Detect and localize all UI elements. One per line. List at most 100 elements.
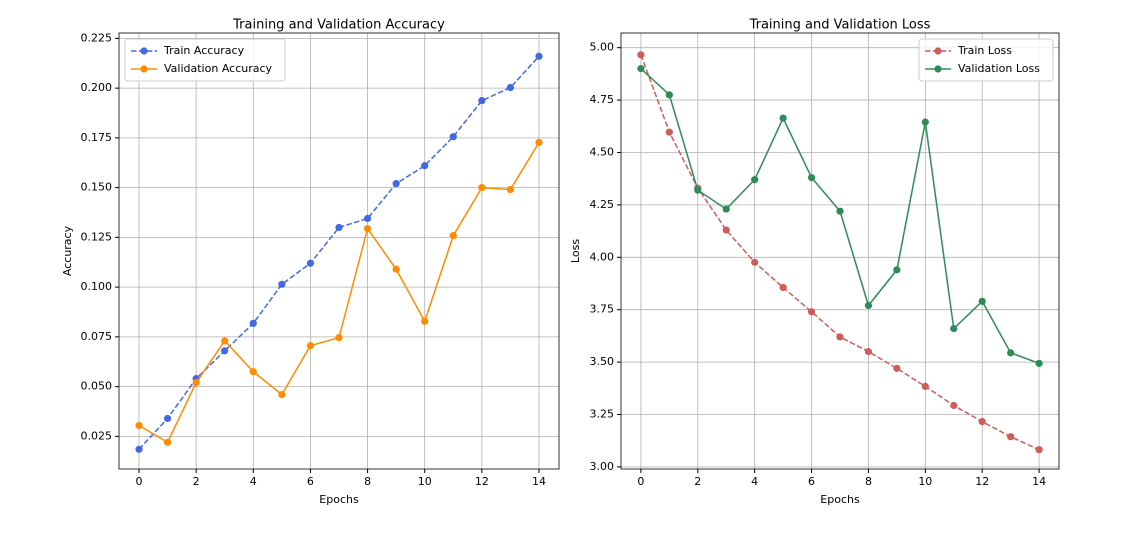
x-tick-label: 12 [475, 475, 489, 488]
data-point [893, 266, 901, 274]
x-tick-label: 6 [808, 475, 815, 488]
legend: Train Accuracy Validation Accuracy [124, 38, 286, 82]
data-point [249, 319, 257, 327]
x-tick-label: 10 [418, 475, 432, 488]
y-tick-label: 3.75 [590, 303, 615, 316]
data-point [335, 334, 343, 342]
data-point [306, 342, 315, 350]
chart-title: Training and Validation Loss [749, 18, 931, 33]
data-point [363, 225, 372, 233]
x-tick-label: 10 [918, 475, 932, 488]
data-point [449, 133, 457, 141]
x-tick-label: 8 [865, 475, 872, 488]
subplot: Training and Validation Accuracy Epochs Ac… [61, 18, 560, 506]
data-point [807, 174, 816, 182]
y-tick-label: 4.00 [590, 250, 615, 263]
x-tick-label: 0 [136, 475, 143, 488]
data-point [637, 65, 645, 73]
legend-box [124, 38, 286, 82]
data-point [478, 184, 486, 192]
subplot: Training and Validation Loss Epochs Loss 0 2… [569, 18, 1060, 506]
y-tick-label: 4.75 [590, 93, 615, 106]
data-point [978, 418, 986, 426]
data-point [665, 91, 673, 99]
legend-marker [140, 47, 148, 55]
x-tick-label: 6 [307, 475, 314, 488]
data-point [893, 364, 901, 372]
data-point [1035, 446, 1043, 454]
data-point [694, 186, 702, 194]
legend-label: Train Accuracy [163, 44, 245, 57]
data-point [1007, 433, 1015, 441]
legend-label: Validation Accuracy [164, 62, 273, 75]
data-point [665, 128, 673, 136]
data-point [535, 52, 543, 60]
data-point [306, 259, 315, 267]
series-line [640, 68, 1040, 365]
y-tick-label: 4.50 [590, 145, 615, 158]
data-point [163, 414, 172, 423]
y-tick-label: 0.100 [81, 280, 113, 293]
y-tick-label: 0.050 [81, 380, 113, 393]
data-point [722, 205, 730, 213]
x-tick-label: 8 [364, 475, 371, 488]
legend-label: Validation Loss [958, 62, 1040, 75]
x-tick-label: 12 [975, 475, 989, 488]
y-tick-label: 0.125 [81, 230, 113, 243]
data-point [1035, 359, 1043, 367]
data-point [751, 258, 759, 266]
legend-marker [934, 47, 942, 55]
y-tick-label: 5.00 [590, 41, 615, 54]
data-point [392, 265, 400, 273]
data-point [950, 324, 958, 333]
data-point [722, 226, 730, 234]
data-point [779, 114, 787, 122]
data-point [506, 186, 515, 194]
data-point [421, 162, 429, 170]
chart-title: Training and Validation Accuracy [232, 18, 445, 33]
data-point [278, 390, 286, 399]
data-point [921, 118, 929, 126]
y-tick-label: 0.075 [81, 330, 113, 343]
data-point [807, 308, 816, 316]
y-tick-label: 0.225 [81, 31, 113, 44]
x-tick-label: 2 [193, 475, 200, 488]
data-point [449, 231, 457, 240]
y-tick-label: 0.025 [81, 429, 113, 442]
x-axis-label: Epochs [319, 493, 359, 506]
x-tick-label: 0 [637, 475, 644, 488]
data-point [278, 280, 286, 288]
legend-marker [934, 65, 942, 73]
series-line [138, 55, 540, 450]
x-axis-label: Epochs [820, 493, 860, 506]
y-tick-label: 3.00 [590, 460, 615, 473]
data-point [836, 207, 844, 215]
data-point [192, 379, 200, 387]
y-tick-label: 3.25 [590, 408, 615, 421]
plot-frame [118, 32, 560, 470]
x-tick-label: 14 [1032, 475, 1046, 488]
data-point [836, 333, 844, 341]
data-point [163, 438, 172, 446]
x-tick-label: 4 [751, 475, 758, 488]
data-point [864, 348, 873, 356]
data-point [751, 176, 759, 184]
data-point [978, 297, 986, 305]
data-point [1007, 349, 1015, 357]
legend-label: Train Loss [957, 44, 1012, 57]
y-tick-label: 0.150 [81, 181, 113, 194]
data-point [506, 83, 515, 92]
data-point [637, 51, 645, 59]
data-point [221, 347, 229, 355]
data-point [335, 223, 343, 232]
data-point [392, 180, 400, 188]
y-tick-label: 0.175 [81, 131, 113, 144]
data-point [249, 368, 257, 376]
x-tick-label: 4 [250, 475, 257, 488]
data-point [779, 283, 787, 292]
y-axis-label: Accuracy [61, 225, 74, 276]
data-point [135, 421, 143, 430]
legend: Train Loss Validation Loss [918, 38, 1054, 82]
data-point [363, 214, 372, 223]
